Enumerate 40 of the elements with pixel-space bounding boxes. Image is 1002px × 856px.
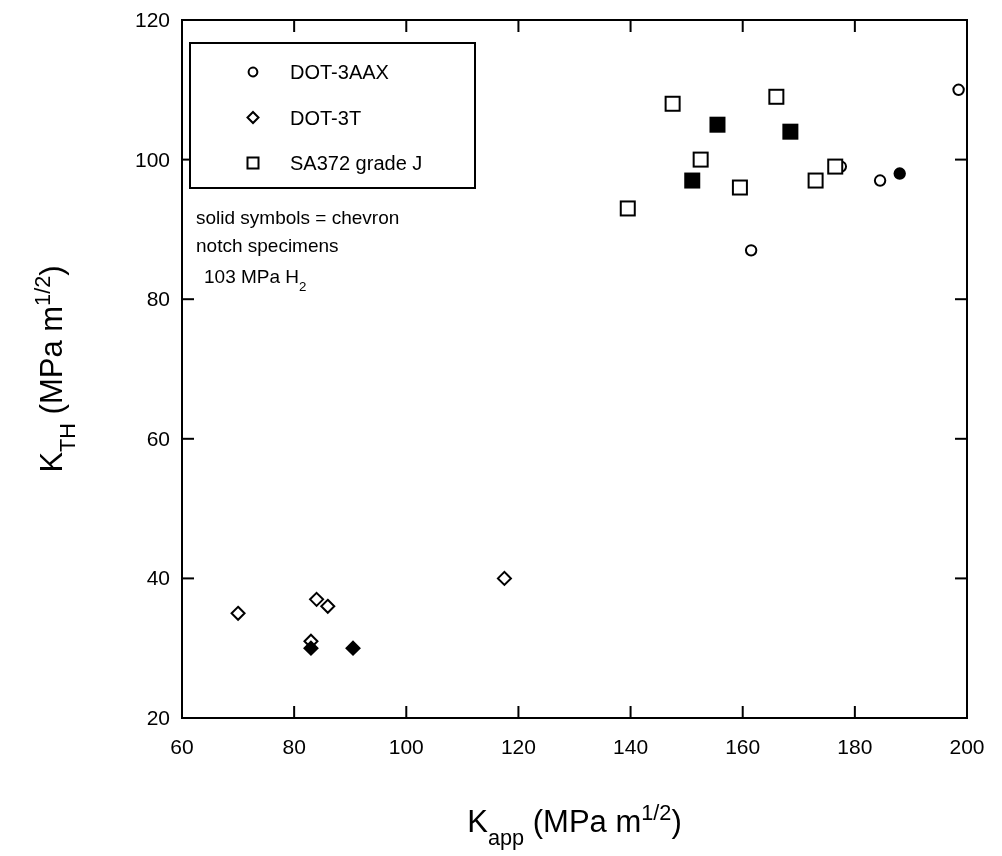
point <box>309 591 325 607</box>
x-tick-label: 100 <box>388 735 424 758</box>
point <box>782 123 799 140</box>
point <box>827 158 844 175</box>
point <box>664 95 681 112</box>
x-tick-label: 120 <box>500 735 536 758</box>
annotation: solid symbols = chevron notch specimens <box>196 207 400 256</box>
y-tick-label: 20 <box>146 706 170 729</box>
point <box>303 640 319 656</box>
annotation: 103 MPa H$_{2}$ <box>204 266 307 294</box>
legend-label: DOT-3T <box>290 106 362 129</box>
legend-label: DOT-3AAX <box>290 61 389 83</box>
x-tick-label: 80 <box>282 735 306 758</box>
point <box>731 179 748 196</box>
x-tick-label: 60 <box>170 735 194 758</box>
point <box>768 88 785 105</box>
y-tick-label: 60 <box>146 426 170 450</box>
y-tick-label: 120 <box>134 8 170 31</box>
x-tick-label: 180 <box>837 735 873 758</box>
x-tick-label: 160 <box>725 735 761 758</box>
x-tick-label: 200 <box>949 735 985 758</box>
point <box>873 174 887 187</box>
point <box>320 598 336 614</box>
point <box>744 244 758 257</box>
point <box>893 167 906 180</box>
point <box>345 640 361 656</box>
point <box>952 83 965 96</box>
point <box>496 570 512 586</box>
x-tick-label: 140 <box>613 735 649 758</box>
y-tick-label: 100 <box>134 147 170 171</box>
point <box>807 172 824 189</box>
point <box>692 151 709 168</box>
point <box>684 172 701 189</box>
y-tick-label: 80 <box>146 287 170 311</box>
legend-label: SA372 grade J <box>290 152 423 174</box>
point <box>619 200 636 217</box>
point <box>709 116 726 133</box>
x-axis-title: K$_{app}$ (MPa m$^{1/2}$) <box>467 799 682 850</box>
y-tick-label: 40 <box>146 566 170 590</box>
point <box>230 605 246 621</box>
